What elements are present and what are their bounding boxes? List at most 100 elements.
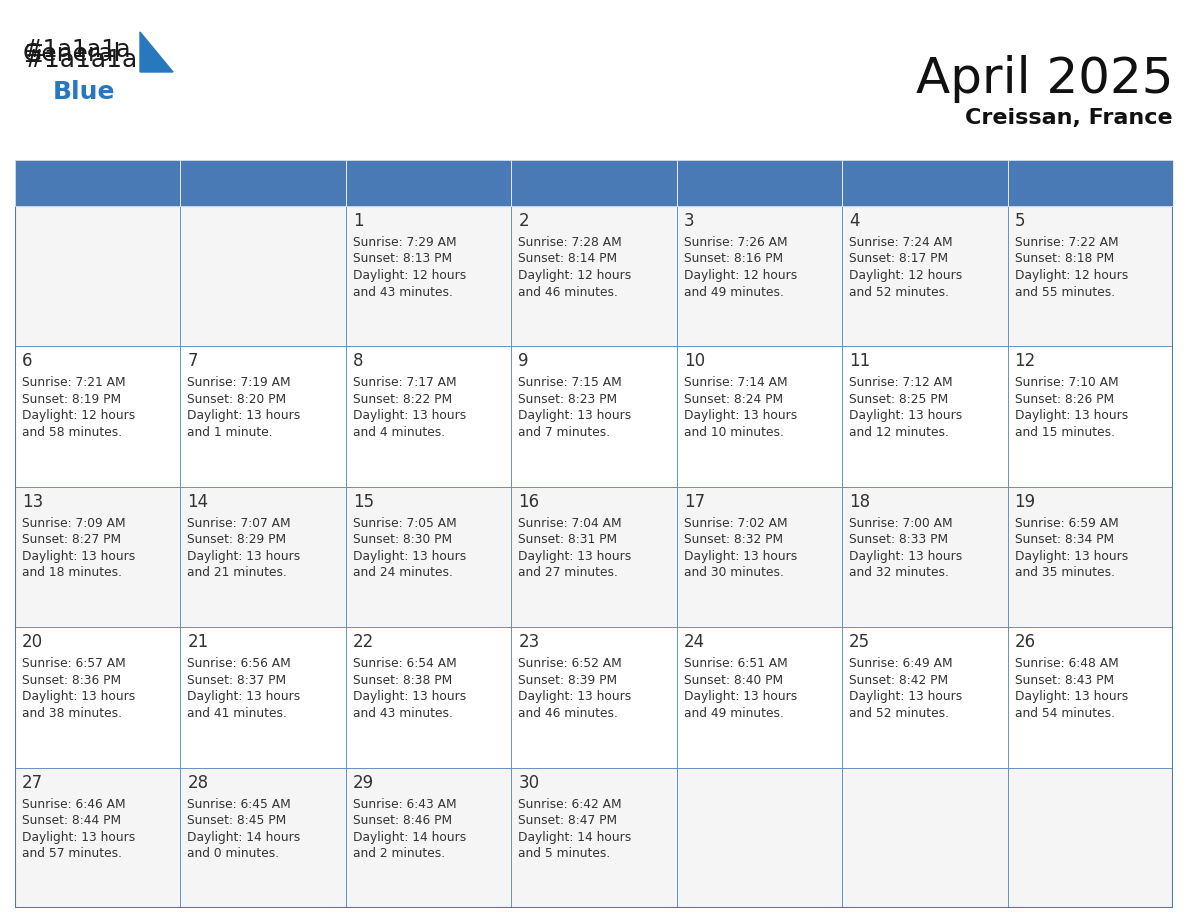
Text: 27: 27 [23,774,43,791]
Text: Saturday: Saturday [1016,175,1093,191]
Text: Daylight: 12 hours: Daylight: 12 hours [23,409,135,422]
Text: Creissan, France: Creissan, France [966,108,1173,128]
Bar [181,767,346,908]
Text: Sunrise: 7:07 AM: Sunrise: 7:07 AM [188,517,291,530]
Text: Daylight: 13 hours: Daylight: 13 hours [684,690,797,703]
Text: Sunset: 8:32 PM: Sunset: 8:32 PM [684,533,783,546]
Text: April 2025: April 2025 [916,55,1173,103]
Text: Sunset: 8:38 PM: Sunset: 8:38 PM [353,674,453,687]
Text: Daylight: 13 hours: Daylight: 13 hours [518,409,632,422]
Text: Sunset: 8:19 PM: Sunset: 8:19 PM [23,393,121,406]
Bar [677,767,842,908]
Bar [511,346,677,487]
Text: 30: 30 [518,774,539,791]
Bar [842,627,1007,767]
Bar [1007,346,1173,487]
Bar [511,627,677,767]
Text: Sunrise: 7:17 AM: Sunrise: 7:17 AM [353,376,456,389]
Text: Sunday: Sunday [23,175,87,191]
Text: Daylight: 13 hours: Daylight: 13 hours [849,409,962,422]
Text: and 35 minutes.: and 35 minutes. [1015,566,1114,579]
Bar [346,487,511,627]
Text: 19: 19 [1015,493,1036,510]
Text: Sunrise: 7:04 AM: Sunrise: 7:04 AM [518,517,621,530]
Text: Daylight: 14 hours: Daylight: 14 hours [353,831,466,844]
Bar [511,206,677,346]
Text: 17: 17 [684,493,704,510]
Text: and 43 minutes.: and 43 minutes. [353,285,453,298]
Text: Daylight: 13 hours: Daylight: 13 hours [353,690,466,703]
Text: and 4 minutes.: and 4 minutes. [353,426,446,439]
Text: and 12 minutes.: and 12 minutes. [849,426,949,439]
Bar [15,346,181,487]
Text: Sunrise: 7:15 AM: Sunrise: 7:15 AM [518,376,623,389]
Text: Sunset: 8:33 PM: Sunset: 8:33 PM [849,533,948,546]
Bar [15,627,181,767]
Text: Sunset: 8:44 PM: Sunset: 8:44 PM [23,814,121,827]
Bar [181,206,346,346]
Bar [15,206,181,346]
Text: Sunset: 8:46 PM: Sunset: 8:46 PM [353,814,451,827]
Text: Daylight: 14 hours: Daylight: 14 hours [518,831,632,844]
Text: and 55 minutes.: and 55 minutes. [1015,285,1114,298]
Bar [346,206,511,346]
Text: Thursday: Thursday [684,175,764,191]
Bar [842,206,1007,346]
Text: Sunset: 8:43 PM: Sunset: 8:43 PM [1015,674,1113,687]
Bar [1007,487,1173,627]
Bar [1007,206,1173,346]
Polygon shape [140,32,173,72]
Text: Blue: Blue [53,80,115,104]
Text: 6: 6 [23,353,32,370]
Bar [677,346,842,487]
Text: Daylight: 12 hours: Daylight: 12 hours [353,269,466,282]
Text: Sunset: 8:22 PM: Sunset: 8:22 PM [353,393,451,406]
Text: Sunset: 8:31 PM: Sunset: 8:31 PM [518,533,618,546]
Text: Daylight: 13 hours: Daylight: 13 hours [188,409,301,422]
Text: Tuesday: Tuesday [354,175,423,191]
Text: Sunrise: 7:29 AM: Sunrise: 7:29 AM [353,236,456,249]
Text: 24: 24 [684,633,704,651]
Text: General: General [23,42,121,66]
Bar [842,487,1007,627]
Text: Daylight: 13 hours: Daylight: 13 hours [1015,550,1127,563]
Text: Daylight: 13 hours: Daylight: 13 hours [188,550,301,563]
Text: Sunset: 8:18 PM: Sunset: 8:18 PM [1015,252,1114,265]
Bar [842,767,1007,908]
Text: and 15 minutes.: and 15 minutes. [1015,426,1114,439]
Text: 7: 7 [188,353,198,370]
Text: Daylight: 12 hours: Daylight: 12 hours [1015,269,1127,282]
Text: and 58 minutes.: and 58 minutes. [23,426,122,439]
Bar [15,487,181,627]
Text: Sunset: 8:30 PM: Sunset: 8:30 PM [353,533,451,546]
Text: 20: 20 [23,633,43,651]
Text: 22: 22 [353,633,374,651]
Bar [346,346,511,487]
Bar [511,487,677,627]
Text: Sunrise: 7:12 AM: Sunrise: 7:12 AM [849,376,953,389]
Text: Sunrise: 7:00 AM: Sunrise: 7:00 AM [849,517,953,530]
Text: and 27 minutes.: and 27 minutes. [518,566,618,579]
Text: Sunrise: 6:45 AM: Sunrise: 6:45 AM [188,798,291,811]
Text: 10: 10 [684,353,704,370]
Text: Sunrise: 6:52 AM: Sunrise: 6:52 AM [518,657,623,670]
Text: Sunrise: 6:57 AM: Sunrise: 6:57 AM [23,657,126,670]
Text: Sunset: 8:17 PM: Sunset: 8:17 PM [849,252,948,265]
Text: Sunrise: 7:19 AM: Sunrise: 7:19 AM [188,376,291,389]
Text: and 30 minutes.: and 30 minutes. [684,566,784,579]
Text: 25: 25 [849,633,871,651]
Text: and 32 minutes.: and 32 minutes. [849,566,949,579]
Text: 16: 16 [518,493,539,510]
Bar [346,627,511,767]
Text: Sunrise: 7:22 AM: Sunrise: 7:22 AM [1015,236,1118,249]
Text: Sunset: 8:20 PM: Sunset: 8:20 PM [188,393,286,406]
Text: and 0 minutes.: and 0 minutes. [188,847,279,860]
Text: Sunrise: 6:48 AM: Sunrise: 6:48 AM [1015,657,1118,670]
Text: Sunrise: 6:54 AM: Sunrise: 6:54 AM [353,657,456,670]
Text: and 52 minutes.: and 52 minutes. [849,707,949,720]
Text: and 1 minute.: and 1 minute. [188,426,273,439]
Text: 5: 5 [1015,212,1025,230]
Text: Sunrise: 6:43 AM: Sunrise: 6:43 AM [353,798,456,811]
Text: 11: 11 [849,353,871,370]
Text: Daylight: 13 hours: Daylight: 13 hours [849,690,962,703]
